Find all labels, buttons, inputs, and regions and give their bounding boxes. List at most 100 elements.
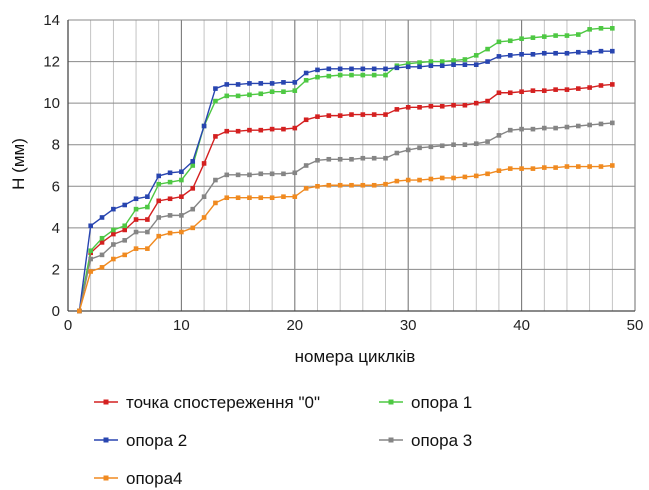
data-point xyxy=(405,105,411,110)
data-point xyxy=(610,82,615,87)
x-axis-title: номера циклків xyxy=(295,347,416,366)
data-point xyxy=(88,269,93,274)
data-point xyxy=(485,98,490,104)
series-4 xyxy=(77,120,615,314)
data-point xyxy=(598,83,604,88)
data-point xyxy=(281,194,286,199)
data-point xyxy=(156,198,162,204)
data-point xyxy=(564,33,570,38)
data-point xyxy=(462,57,468,62)
data-point xyxy=(485,139,490,144)
data-point xyxy=(428,144,434,150)
y-tick-label: 12 xyxy=(43,54,60,71)
data-point xyxy=(394,107,400,112)
data-point xyxy=(258,81,264,86)
data-point xyxy=(235,93,241,99)
data-point xyxy=(224,93,230,99)
data-point xyxy=(167,196,173,202)
data-point xyxy=(326,66,332,72)
data-point xyxy=(553,125,558,131)
data-point xyxy=(156,173,162,179)
data-point xyxy=(122,202,127,208)
legend-item: опора 3 xyxy=(379,431,472,450)
legend-marker xyxy=(103,437,109,443)
y-tick-label: 8 xyxy=(52,137,60,154)
data-point xyxy=(179,229,184,235)
data-point xyxy=(405,147,411,153)
data-point xyxy=(576,86,581,91)
data-point xyxy=(133,217,139,222)
data-point xyxy=(111,227,116,233)
series-area xyxy=(77,26,615,314)
data-point xyxy=(213,200,218,206)
data-point xyxy=(303,186,309,191)
data-point xyxy=(383,72,388,78)
data-point xyxy=(292,88,298,93)
data-point xyxy=(405,177,411,183)
data-point xyxy=(235,172,241,178)
data-point xyxy=(473,173,479,179)
data-point xyxy=(122,238,127,243)
data-point xyxy=(269,81,275,86)
data-point xyxy=(281,171,286,177)
data-point xyxy=(473,100,479,106)
data-point xyxy=(383,112,388,117)
data-point xyxy=(439,143,445,149)
data-point xyxy=(519,126,524,132)
data-point xyxy=(417,64,422,70)
legend-marker xyxy=(103,475,109,481)
data-point xyxy=(485,171,490,177)
legend-item: опора 1 xyxy=(379,393,472,412)
series-2 xyxy=(77,26,615,314)
data-point xyxy=(439,175,445,181)
data-point xyxy=(371,112,377,117)
data-point xyxy=(258,171,264,177)
data-point xyxy=(451,58,456,63)
data-point xyxy=(179,169,184,175)
data-point xyxy=(598,164,604,169)
data-point xyxy=(99,252,105,258)
data-point xyxy=(530,35,536,40)
data-point xyxy=(587,85,592,90)
data-point xyxy=(156,181,162,187)
legend-marker xyxy=(103,399,109,405)
data-point xyxy=(190,206,196,212)
x-tick-label: 50 xyxy=(627,317,644,334)
data-point xyxy=(326,156,332,162)
data-point xyxy=(541,125,547,131)
data-point xyxy=(564,164,570,169)
data-point xyxy=(553,33,558,38)
data-point xyxy=(507,38,513,44)
data-point xyxy=(224,128,230,134)
data-point xyxy=(428,63,434,69)
data-point xyxy=(235,128,241,134)
data-point xyxy=(371,72,377,78)
data-point xyxy=(360,155,366,161)
data-point xyxy=(383,66,388,72)
y-tick-label: 14 xyxy=(43,12,60,29)
data-point xyxy=(213,86,218,91)
data-point xyxy=(133,196,139,202)
data-point xyxy=(462,142,468,148)
data-point xyxy=(99,235,105,241)
data-point xyxy=(553,87,558,92)
data-point xyxy=(326,182,332,188)
data-point xyxy=(111,231,116,237)
data-point xyxy=(360,182,366,188)
series-line xyxy=(78,83,613,312)
data-point xyxy=(281,80,286,85)
data-point xyxy=(360,112,366,117)
data-point xyxy=(99,265,105,270)
data-point xyxy=(473,53,479,58)
data-point xyxy=(292,194,298,199)
data-point xyxy=(496,90,502,96)
data-point xyxy=(439,103,445,109)
data-point xyxy=(394,65,400,71)
data-point xyxy=(451,175,456,181)
data-point xyxy=(201,161,207,166)
data-point xyxy=(439,63,445,69)
data-point xyxy=(99,215,105,220)
data-point xyxy=(507,166,513,171)
data-point xyxy=(610,26,615,31)
